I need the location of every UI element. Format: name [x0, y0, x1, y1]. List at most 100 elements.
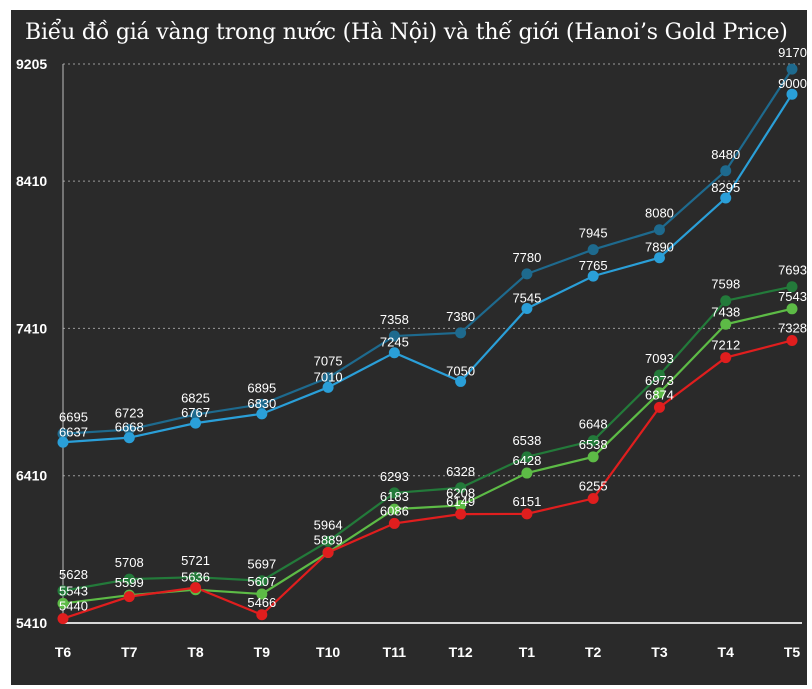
data-label: 7075 [314, 354, 343, 369]
data-label: 9000 [778, 76, 807, 91]
data-label: 5964 [314, 517, 343, 532]
data-label: 7380 [446, 309, 475, 324]
data-label: 7093 [645, 351, 674, 366]
series-line [62, 68, 793, 435]
x-tick-label: T3 [651, 644, 668, 660]
data-point [653, 387, 665, 399]
data-point [57, 436, 69, 448]
data-label: 7245 [380, 335, 409, 350]
data-point [57, 597, 69, 609]
data-label: 6895 [247, 380, 276, 395]
data-label: 7010 [314, 369, 343, 384]
y-tick-label: 6410 [16, 468, 47, 484]
data-point [190, 417, 202, 429]
data-label: 5466 [247, 595, 276, 610]
data-label: 5607 [247, 574, 276, 589]
data-label: 5440 [59, 599, 88, 614]
data-label: 6328 [446, 464, 475, 479]
data-point [720, 352, 732, 364]
data-point [653, 401, 665, 413]
data-point [256, 408, 268, 420]
data-label: 6293 [380, 469, 409, 484]
data-label: 6538 [512, 433, 541, 448]
chart-title: Biểu đồ giá vàng trong nước (Hà Nội) và … [25, 20, 788, 45]
data-point [521, 467, 533, 479]
data-point [57, 428, 69, 440]
data-label: 5543 [59, 583, 88, 598]
data-point [587, 244, 599, 256]
data-point [256, 609, 268, 621]
data-label: 6874 [645, 387, 674, 402]
x-tick-label: T11 [383, 644, 407, 660]
data-point [653, 224, 665, 236]
data-label: 7050 [446, 363, 475, 378]
x-tick-label: T4 [718, 644, 735, 660]
data-point [123, 573, 135, 585]
data-label: 9170 [778, 45, 807, 60]
data-label: 6668 [115, 420, 144, 435]
x-tick-label: T8 [187, 644, 204, 660]
data-label: 7212 [711, 338, 740, 353]
chart-panel: Biểu đồ giá vàng trong nước (Hà Nội) và … [11, 10, 807, 685]
data-point [190, 409, 202, 421]
data-label: 8480 [711, 147, 740, 162]
data-point [256, 575, 268, 587]
data-label: 8080 [645, 206, 674, 221]
y-tick-label: 7410 [16, 320, 47, 336]
data-label: 6723 [115, 406, 144, 421]
data-label: 7890 [645, 240, 674, 255]
data-point [190, 582, 202, 594]
data-label: 5889 [314, 532, 343, 547]
data-label: 6255 [579, 479, 608, 494]
data-label: 6767 [181, 405, 210, 420]
data-label: 6538 [579, 437, 608, 452]
data-point [587, 451, 599, 463]
data-point [322, 381, 334, 393]
data-label: 6149 [446, 494, 475, 509]
data-label: 6151 [512, 494, 541, 509]
data-point [653, 369, 665, 381]
data-label: 6830 [247, 396, 276, 411]
data-label: 5628 [59, 567, 88, 582]
data-point [786, 303, 798, 315]
data-point [455, 499, 467, 511]
data-label: 6648 [579, 417, 608, 432]
data-point [455, 482, 467, 494]
data-label: 7693 [778, 263, 807, 278]
data-label: 6428 [512, 453, 541, 468]
data-point [587, 493, 599, 505]
data-point [455, 508, 467, 520]
data-point [388, 487, 400, 499]
data-point [653, 252, 665, 264]
series-line [62, 93, 793, 444]
data-point [786, 281, 798, 293]
data-label: 7438 [711, 304, 740, 319]
data-label: 5599 [115, 575, 144, 590]
data-label: 5721 [181, 553, 210, 568]
data-point [190, 571, 202, 583]
data-label: 7945 [579, 226, 608, 241]
data-point [123, 591, 135, 603]
data-point [587, 435, 599, 447]
data-point [388, 347, 400, 359]
data-label: 8295 [711, 180, 740, 195]
data-label: 6086 [380, 503, 409, 518]
data-label: 6695 [59, 410, 88, 425]
data-label: 6208 [446, 485, 475, 500]
x-tick-label: T10 [316, 644, 340, 660]
data-label: 7765 [579, 258, 608, 273]
y-tick-label: 9205 [16, 56, 47, 72]
x-tick-label: T2 [585, 644, 602, 660]
series-line [62, 339, 793, 620]
x-tick-label: T7 [121, 644, 138, 660]
data-point [720, 192, 732, 204]
data-label: 6183 [380, 489, 409, 504]
data-point [720, 318, 732, 330]
x-tick-label: T6 [55, 644, 72, 660]
data-label: 6825 [181, 391, 210, 406]
x-tick-label: T5 [784, 644, 801, 660]
data-label: 7328 [778, 320, 807, 335]
data-point [57, 613, 69, 625]
data-point [587, 270, 599, 282]
